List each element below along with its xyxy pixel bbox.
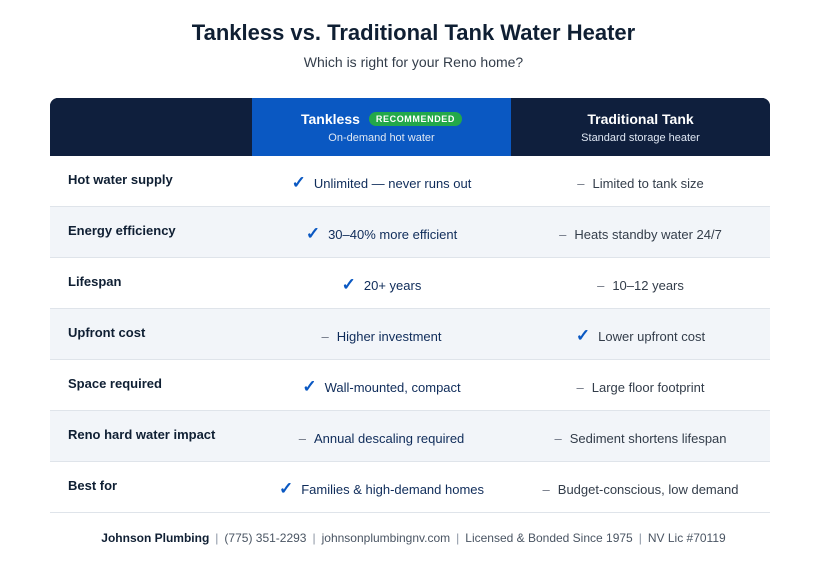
tankless-cell-text: 20+ years bbox=[363, 277, 422, 293]
dash-icon: – bbox=[542, 481, 550, 497]
traditional-cell-text: Sediment shortens lifespan bbox=[569, 430, 727, 446]
traditional-cell: ✓ Lower upfront cost bbox=[511, 309, 770, 359]
footer-separator: | bbox=[638, 531, 642, 545]
tankless-cell: ✓ Unlimited — never runs out bbox=[252, 156, 511, 206]
tankless-cell: ✓ Wall-mounted, compact bbox=[252, 360, 511, 410]
dash-icon: – bbox=[559, 226, 567, 242]
footer-phone: (775) 351-2293 bbox=[224, 531, 307, 545]
check-icon: ✓ bbox=[341, 275, 356, 294]
row-label: Energy efficiency bbox=[68, 223, 176, 238]
footer-license-note: Licensed & Bonded Since 1975 bbox=[465, 531, 633, 545]
row-label: Hot water supply bbox=[68, 172, 173, 187]
header-blank-cell bbox=[50, 98, 252, 156]
traditional-cell-text: 10–12 years bbox=[612, 277, 684, 293]
table-row: Reno hard water impact – Annual descaling … bbox=[50, 411, 770, 462]
tankless-cell-text: Annual descaling required bbox=[313, 430, 465, 446]
footer-brand: Johnson Plumbing bbox=[101, 531, 210, 545]
header-tankless: Tankless RECOMMENDED On-demand hot water bbox=[252, 98, 511, 156]
check-icon: ✓ bbox=[302, 377, 317, 396]
comparison-table: Tankless RECOMMENDED On-demand hot water… bbox=[50, 98, 770, 513]
table-row: Upfront cost – Higher investment ✓ Lower upf… bbox=[50, 309, 770, 360]
header-tankless-subtitle: On-demand hot water bbox=[328, 131, 435, 144]
recommended-badge: RECOMMENDED bbox=[368, 111, 462, 126]
row-label: Best for bbox=[68, 478, 118, 493]
footer-website: johnsonplumbingnv.com bbox=[321, 531, 451, 545]
traditional-cell-text: Heats standby water 24/7 bbox=[574, 226, 722, 242]
check-icon: ✓ bbox=[575, 326, 591, 345]
header-tankless-title-row: Tankless RECOMMENDED bbox=[301, 111, 462, 127]
tankless-cell-text: Unlimited — never runs out bbox=[313, 175, 472, 191]
traditional-cell: – Heats standby water 24/7 bbox=[511, 207, 770, 257]
tankless-cell: – Annual descaling required bbox=[252, 411, 511, 461]
table-body: Hot water supply ✓ Unlimited — never runs … bbox=[50, 156, 770, 513]
traditional-cell-text: Limited to tank size bbox=[592, 175, 704, 191]
check-icon: ✓ bbox=[291, 173, 306, 192]
tankless-cell-text: 30–40% more efficient bbox=[328, 226, 458, 242]
header-traditional-name: Traditional Tank bbox=[587, 110, 694, 127]
traditional-cell: – Sediment shortens lifespan bbox=[511, 411, 770, 461]
traditional-cell-text: Large floor footprint bbox=[591, 379, 705, 395]
tankless-cell-text: Families & high-demand homes bbox=[301, 481, 485, 497]
table-row: Lifespan ✓ 20+ years –10–12 years bbox=[50, 258, 770, 309]
traditional-cell: – Budget-conscious, low demand bbox=[511, 462, 770, 512]
dash-icon: – bbox=[554, 430, 562, 446]
check-icon: ✓ bbox=[305, 224, 321, 243]
tankless-cell-text: Wall-mounted, compact bbox=[324, 379, 461, 395]
row-label: Lifespan bbox=[68, 274, 122, 289]
tankless-cell: ✓ Families & high-demand homes bbox=[252, 462, 511, 512]
tankless-cell: – Higher investment bbox=[252, 309, 511, 359]
dash-icon: – bbox=[577, 175, 585, 191]
footer-separator: | bbox=[215, 531, 219, 545]
traditional-cell: –10–12 years bbox=[511, 258, 770, 308]
header-traditional-subtitle: Standard storage heater bbox=[581, 131, 700, 144]
tankless-cell: ✓ 30–40% more efficient bbox=[252, 207, 511, 257]
footer-separator: | bbox=[312, 531, 316, 545]
dash-icon: – bbox=[298, 430, 306, 446]
footer-separator: | bbox=[456, 531, 460, 545]
footer: Johnson Plumbing | (775) 351-2293 | johnsonp… bbox=[0, 531, 827, 545]
row-label: Upfront cost bbox=[68, 325, 146, 340]
header-tankless-name: Tankless bbox=[301, 110, 360, 127]
row-label: Space required bbox=[68, 376, 162, 391]
row-label: Reno hard water impact bbox=[68, 427, 216, 442]
tankless-cell-text: Higher investment bbox=[336, 328, 442, 344]
table-header: Tankless RECOMMENDED On-demand hot water… bbox=[50, 98, 770, 156]
traditional-cell-text: Budget-conscious, low demand bbox=[557, 481, 739, 497]
table-row: Space required ✓ Wall-mounted, compact – Lar… bbox=[50, 360, 770, 411]
header-traditional: Traditional Tank Standard storage heater bbox=[511, 98, 770, 156]
dash-icon: – bbox=[576, 379, 584, 395]
traditional-cell: – Large floor footprint bbox=[511, 360, 770, 410]
tankless-cell: ✓ 20+ years bbox=[252, 258, 511, 308]
table-row: Energy efficiency ✓ 30–40% more efficient –… bbox=[50, 207, 770, 258]
dash-icon: – bbox=[321, 328, 329, 344]
footer-license: NV Lic #70119 bbox=[647, 531, 726, 545]
traditional-cell-text: Lower upfront cost bbox=[598, 328, 706, 344]
check-icon: ✓ bbox=[278, 479, 294, 498]
traditional-cell: – Limited to tank size bbox=[511, 156, 770, 206]
table-row: Best for ✓ Families & high-demand homes – Bu… bbox=[50, 462, 770, 513]
page-subtitle: Which is right for your Reno home? bbox=[303, 54, 524, 70]
table-row: Hot water supply ✓ Unlimited — never runs … bbox=[50, 156, 770, 207]
dash-icon: – bbox=[597, 277, 605, 293]
page-title: Tankless vs. Traditional Tank Water Heat… bbox=[191, 20, 636, 45]
